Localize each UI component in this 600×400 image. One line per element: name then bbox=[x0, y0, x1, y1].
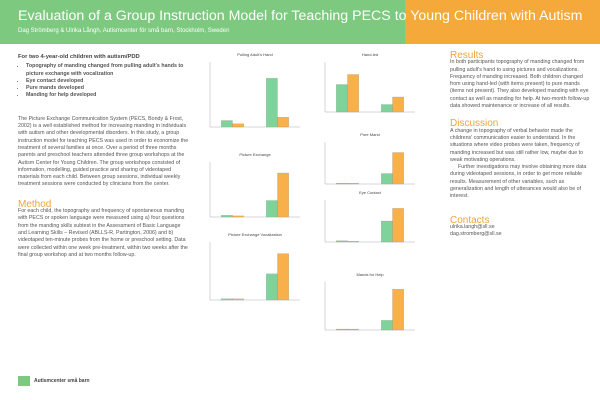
chart-title: Pulling Adult's Hand bbox=[237, 52, 272, 57]
lead: For two 4-year-old children with autism/… bbox=[18, 54, 140, 60]
bar bbox=[232, 123, 244, 128]
authors: Dag Strömberg & Ulrika Långh, Autismcent… bbox=[18, 28, 230, 34]
heading: Results bbox=[450, 50, 484, 61]
header-band bbox=[405, 0, 600, 44]
heading: Method bbox=[18, 198, 52, 210]
bar bbox=[266, 78, 278, 128]
bar bbox=[392, 289, 404, 331]
bar bbox=[381, 220, 393, 243]
bar bbox=[381, 104, 393, 113]
bar bbox=[336, 240, 348, 243]
title: Evaluation of a Group Instruction Model … bbox=[18, 8, 583, 24]
logo-mark bbox=[18, 376, 30, 386]
bar bbox=[221, 120, 233, 128]
bullet: Pure mands developed bbox=[26, 85, 190, 92]
chart-title: Hand-led bbox=[362, 52, 378, 57]
chart-title: Picture Exchange Vocalization bbox=[228, 232, 282, 237]
bar bbox=[347, 183, 359, 185]
paragraph: The Picture Exchange Communication Syste… bbox=[18, 115, 189, 188]
bar bbox=[232, 298, 244, 301]
bar bbox=[266, 273, 278, 301]
bar bbox=[381, 320, 393, 331]
bar bbox=[277, 117, 289, 128]
paragraph: For each child, the topography and frequ… bbox=[18, 208, 188, 258]
chart-title: Pure Mand bbox=[360, 132, 380, 137]
paragraph: A change in topography of verbal behavio… bbox=[450, 127, 584, 163]
intro: For two 4-year-old children with autism/… bbox=[18, 54, 190, 259]
bar bbox=[277, 172, 289, 218]
heading: Discussion bbox=[450, 118, 499, 130]
bar bbox=[266, 200, 278, 218]
bar bbox=[392, 208, 404, 243]
header-band bbox=[0, 0, 405, 44]
email: ulrika.langh@sll.se bbox=[450, 223, 495, 230]
heading: Contacts bbox=[450, 214, 490, 226]
right-column: Results In both participants topography … bbox=[450, 50, 590, 239]
logo: Autismcenter små barn bbox=[34, 378, 90, 384]
bar bbox=[392, 152, 404, 185]
bar bbox=[277, 253, 289, 301]
paragraph: Further investigations may involve obtai… bbox=[450, 164, 587, 200]
bar bbox=[392, 96, 404, 113]
paragraph: In both participants topography of mandi… bbox=[450, 59, 590, 110]
chart-title: Picture Exchange bbox=[239, 152, 271, 157]
bullet-list: Topography of manding changed from pulli… bbox=[18, 63, 190, 99]
bar bbox=[221, 215, 233, 218]
chart-title: Eye Contact bbox=[359, 190, 382, 195]
email: dag.stromberg@sll.se bbox=[450, 231, 502, 238]
bullet: Topography of manding changed from pulli… bbox=[26, 63, 190, 78]
bar bbox=[347, 241, 359, 243]
bar bbox=[336, 183, 348, 185]
bar bbox=[347, 328, 359, 331]
bar bbox=[336, 84, 348, 113]
bullet: Manding for help developed bbox=[26, 92, 190, 99]
bar bbox=[232, 215, 244, 218]
bar bbox=[381, 173, 393, 185]
chart-title: Mands for Help bbox=[356, 272, 384, 277]
bar bbox=[336, 328, 348, 331]
bar bbox=[221, 298, 233, 301]
bar bbox=[347, 74, 359, 113]
bullet: Eye contact developed bbox=[26, 78, 190, 85]
